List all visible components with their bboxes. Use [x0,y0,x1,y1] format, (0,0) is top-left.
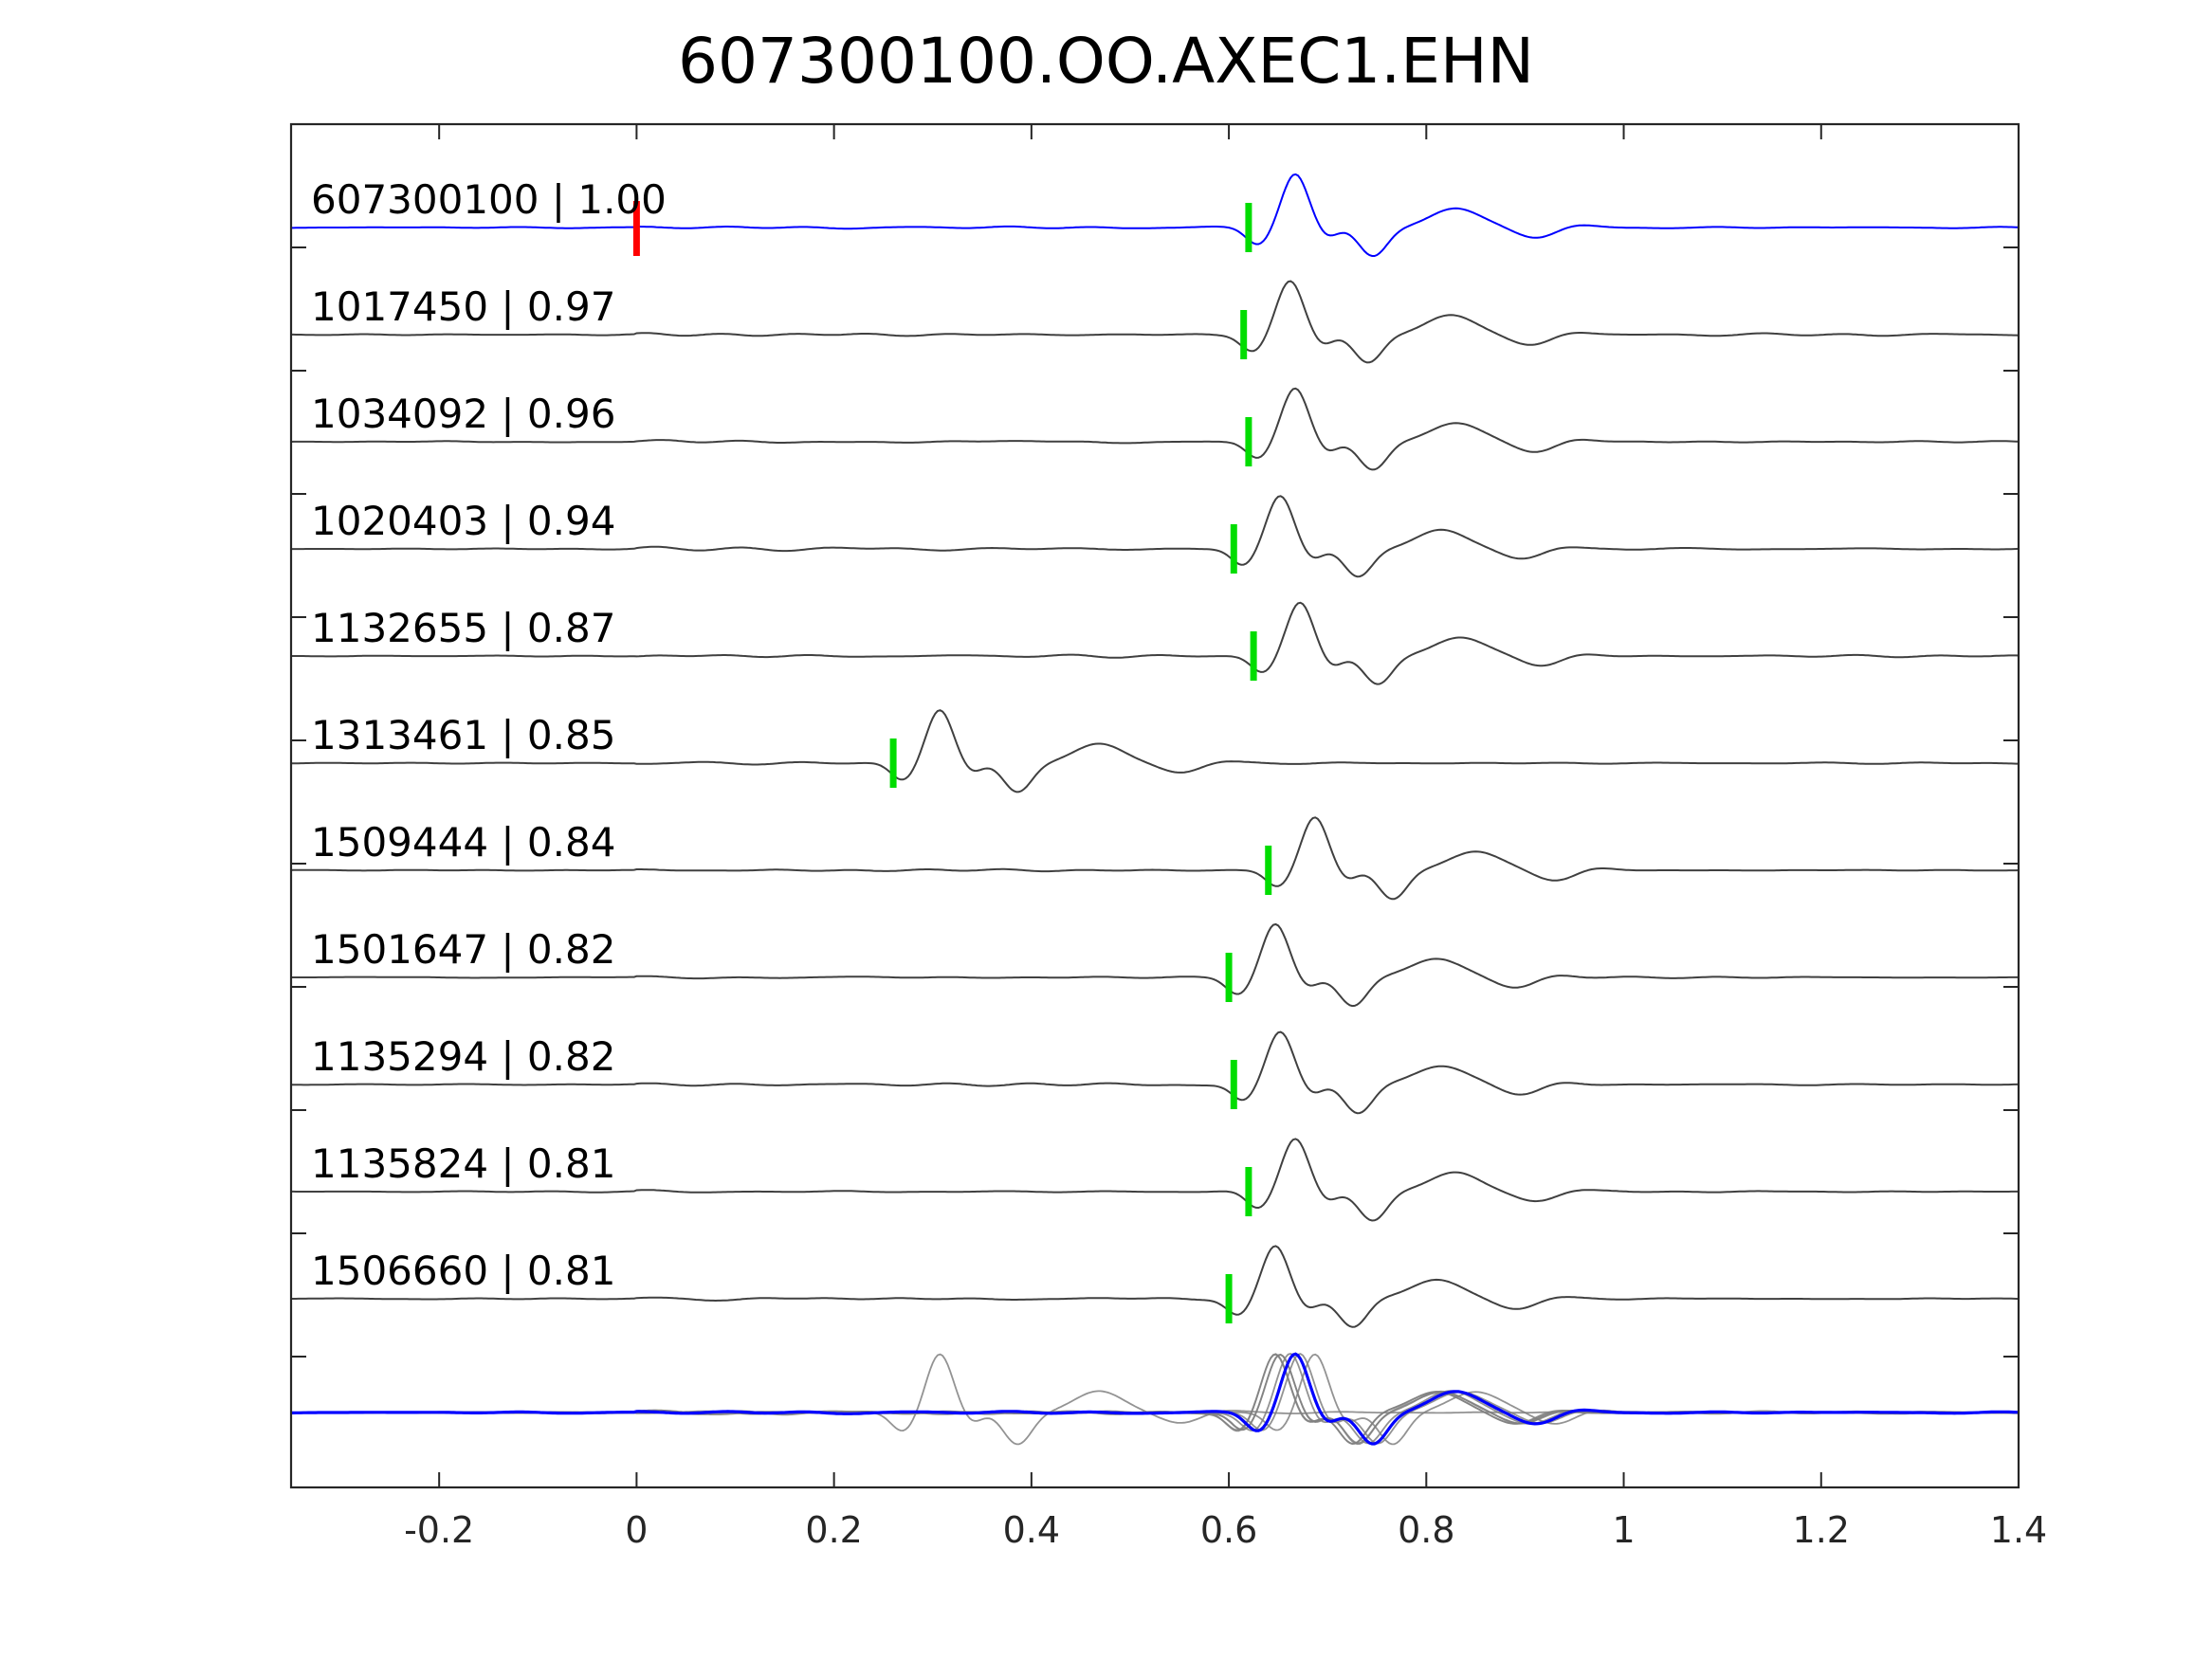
trace-line [291,495,2020,578]
trace-label: 1017450 | 0.97 [311,283,615,330]
x-tick-label: 0.8 [1398,1509,1454,1551]
x-axis: -0.2 0 0.2 0.4 0.6 0.8 1 1.2 1.4 [291,124,2047,1551]
trace-line [291,601,2020,685]
stack-trace-line [291,1353,2020,1446]
trace-label: 1506660 | 0.81 [311,1248,615,1294]
stack-trace-line [291,1353,2019,1446]
x-tick-label: 0.4 [1003,1509,1060,1551]
trace-label: 1313461 | 0.85 [311,712,615,758]
stack-trace-line [291,1353,2020,1445]
trace-line [291,173,2020,257]
x-tick-label: 0 [625,1509,648,1551]
labels-layer: 607300100 | 1.00 1017450 | 0.97 1034092 | … [311,176,667,1294]
x-tick-label: 1.2 [1793,1509,1850,1551]
trace-label: 1509444 | 0.84 [311,819,615,866]
trace-line [291,280,2020,364]
trace-label: 1020403 | 0.94 [311,498,615,544]
stack-template-line [291,1352,2020,1446]
stack-trace-line [291,1353,2020,1446]
stack-trace-line [291,1354,2020,1446]
trace-line [291,1138,2019,1222]
stack-trace-line [291,1353,2019,1446]
x-tick-label: -0.2 [404,1509,474,1551]
trace-label: 607300100 | 1.00 [311,176,667,223]
chart-title: 607300100.OO.AXEC1.EHN [678,25,1534,98]
x-tick-label: 0.2 [805,1509,862,1551]
stack-trace-line [291,1353,2019,1445]
trace-label: 1132655 | 0.87 [311,605,615,651]
trace-line [291,1245,2020,1328]
stack-trace-line [290,1353,2020,1445]
plot-frame [289,122,2020,1489]
picks-layer [632,201,1272,1323]
trace-label: 1135824 | 0.81 [311,1140,615,1187]
trace-line [290,387,2020,471]
stack-layer [290,1352,2020,1446]
trace-line [291,922,2019,1008]
trace-line [291,709,2019,793]
x-tick-label: 0.6 [1200,1509,1257,1551]
trace-label: 1501647 | 0.82 [311,926,615,973]
trace-line [291,1030,2020,1115]
trace-line [290,816,2020,901]
x-tick-label: 1 [1612,1509,1635,1551]
x-tick-label: 1.4 [1990,1509,2047,1551]
traces-layer [290,173,2020,1328]
trace-label: 1034092 | 0.96 [311,391,615,437]
stack-trace-line [291,1353,2019,1445]
stack-trace-line [291,1353,2020,1445]
trace-label: 1135294 | 0.82 [311,1033,615,1080]
